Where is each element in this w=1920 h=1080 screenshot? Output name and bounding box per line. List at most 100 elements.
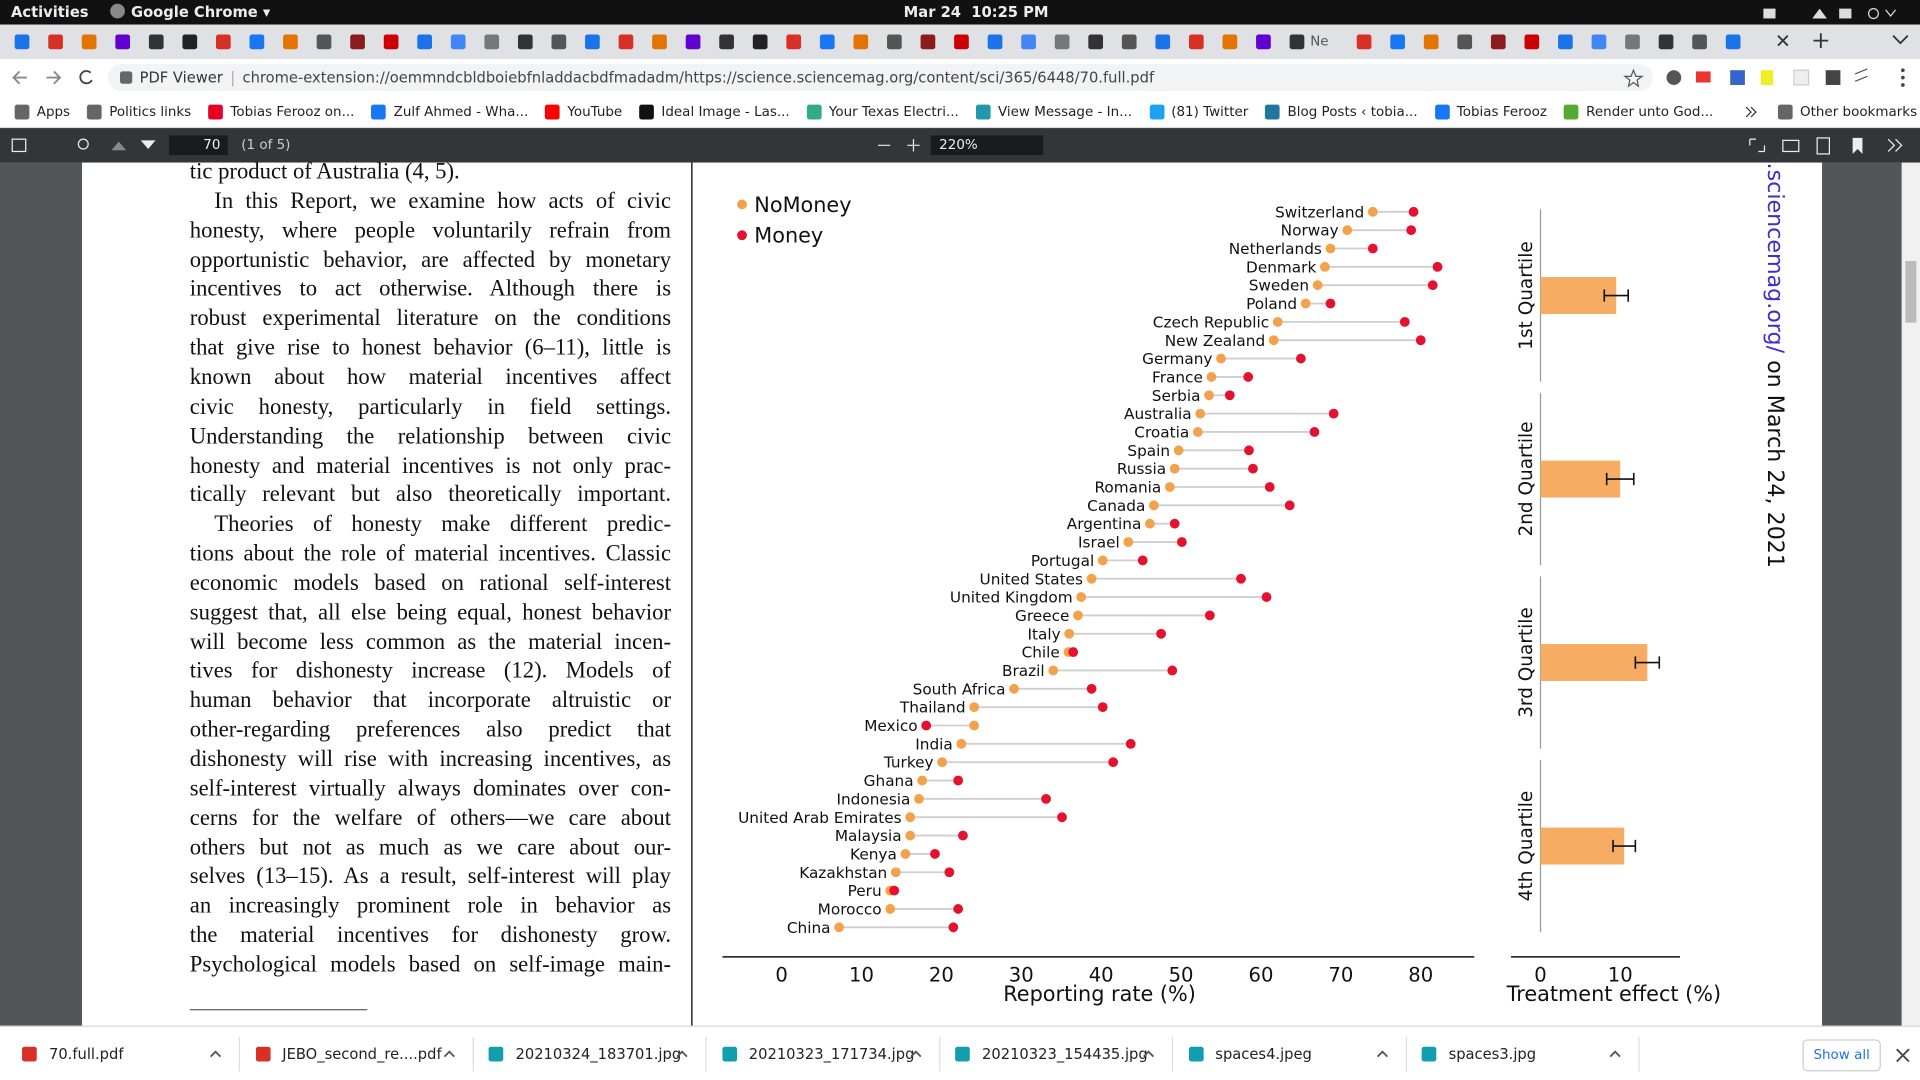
ext[interactable] [1825,70,1841,85]
tab-icon[interactable] [1256,34,1271,50]
tab-icon[interactable] [148,34,164,50]
file-menu[interactable] [208,1047,223,1062]
back[interactable] [12,70,27,85]
tab-icon[interactable] [316,34,332,50]
tab-icon[interactable] [350,34,365,50]
file-menu[interactable] [1141,1047,1156,1062]
zoom-in[interactable] [907,139,920,152]
print[interactable] [1782,139,1800,153]
tab-icon[interactable] [115,34,131,50]
prev-page[interactable] [111,141,127,151]
tab-icon[interactable] [484,34,500,50]
tab-icon[interactable] [1558,34,1573,50]
tab-icon[interactable] [1356,34,1372,50]
search[interactable] [77,138,89,150]
download-item[interactable]: 20210324_183701.jpg [479,1027,706,1080]
download-item[interactable]: 70.full.pdf [12,1027,239,1080]
bookmark[interactable] [1852,137,1863,154]
activities[interactable]: Activities [11,3,89,21]
zoom-select[interactable]: 220% [930,135,1044,156]
file-menu[interactable] [675,1047,690,1062]
tab-icon[interactable] [1725,34,1741,50]
bookmark[interactable]: Tobias Ferooz [1434,103,1547,119]
bookmark[interactable]: Zulf Ahmed - Wha... [371,103,528,119]
tab-icon[interactable] [81,34,97,50]
tab-icon[interactable] [1625,34,1640,50]
tab-icon[interactable] [1222,34,1238,50]
bookmark[interactable]: Blog Posts ‹ tobia... [1265,103,1418,119]
more[interactable] [1887,138,1903,152]
tab-icon[interactable] [652,34,667,50]
forward[interactable] [46,70,62,85]
scrollbar[interactable] [1901,162,1920,1026]
tab-icon[interactable] [786,34,802,50]
sidebar[interactable] [11,138,27,153]
bookmarks-overflow[interactable] [1744,105,1759,120]
next-page[interactable] [140,140,156,150]
download-item[interactable]: 20210323_171734.jpg [712,1027,939,1080]
tab-icon[interactable] [417,34,433,50]
bookmark[interactable]: View Message - In... [975,103,1132,119]
download-item[interactable]: spaces4.jpeg [1179,1027,1406,1080]
tab-icon[interactable] [1524,34,1540,50]
tab-icon[interactable] [618,34,634,50]
tab-icon[interactable] [1457,34,1473,50]
omnibox[interactable]: PDF Viewer | chrome-extension://oemmndcb… [107,64,1654,92]
tab-icon[interactable] [1658,34,1674,50]
tab-icon[interactable] [1155,34,1171,50]
tab-icon[interactable] [450,34,466,50]
status-icons[interactable] [1763,6,1898,20]
bookmark[interactable]: Render unto God... [1564,103,1713,119]
close-downloads[interactable] [1896,1048,1911,1063]
tab-icon[interactable] [752,34,768,50]
tab-icon[interactable] [1054,34,1070,50]
tab-icon[interactable] [719,34,734,50]
tab-icon[interactable] [1692,34,1707,50]
tab-icon[interactable] [987,34,1003,50]
star[interactable] [1623,68,1644,88]
tab-icon[interactable] [585,34,600,50]
reload[interactable] [79,70,93,85]
ext[interactable] [1695,71,1711,83]
tab-icon[interactable] [685,34,701,50]
tab-icon[interactable] [887,34,902,50]
tab-icon[interactable] [920,34,936,50]
tab-icon[interactable] [1490,34,1506,50]
clock[interactable]: Mar 24 10:25 PM [903,3,1049,21]
tab-icon[interactable] [551,34,567,50]
bookmark[interactable]: Ideal Image - Las... [639,103,790,119]
bookmark[interactable]: Politics links [87,103,191,119]
tab-icon[interactable] [853,34,869,50]
tab-icon[interactable] [14,34,30,50]
tab-menu[interactable] [1892,35,1909,45]
tab-icon[interactable] [517,34,533,50]
app-menu[interactable]: Google Chrome ▾ [131,3,271,21]
download[interactable] [1816,137,1831,155]
file-menu[interactable] [441,1047,456,1062]
new-tab[interactable] [1813,33,1829,49]
other-bookmarks[interactable]: Other bookmarks [1777,103,1917,119]
scroll-thumb[interactable] [1905,261,1917,323]
bookmark[interactable]: Apps [14,103,70,119]
ext[interactable] [1854,68,1868,82]
tab-icon[interactable] [1591,34,1607,50]
tab-icon[interactable] [249,34,265,50]
file-menu[interactable] [1374,1047,1389,1062]
page-input[interactable]: 70 [168,135,228,156]
download-item[interactable]: JEBO_second_re....pdf [246,1027,473,1080]
tab-icon[interactable] [283,34,298,50]
download-item[interactable]: 20210323_154435.jpg [945,1027,1172,1080]
ext[interactable] [1793,69,1810,86]
bookmark[interactable]: Your Texas Electri... [806,103,959,119]
ext[interactable] [1666,70,1682,85]
file-menu[interactable] [908,1047,923,1062]
tab-icon[interactable] [1188,34,1204,50]
download-item[interactable]: spaces3.jpg [1412,1027,1639,1080]
tab-title[interactable]: Ne [1310,33,1329,50]
tab-icon[interactable] [48,34,63,50]
bookmark[interactable]: YouTube [545,103,622,119]
bookmark[interactable]: Tobias Ferooz on... [208,103,354,119]
fit[interactable] [1749,138,1766,153]
ext[interactable] [1760,70,1774,85]
tab-icon[interactable] [1088,34,1104,50]
